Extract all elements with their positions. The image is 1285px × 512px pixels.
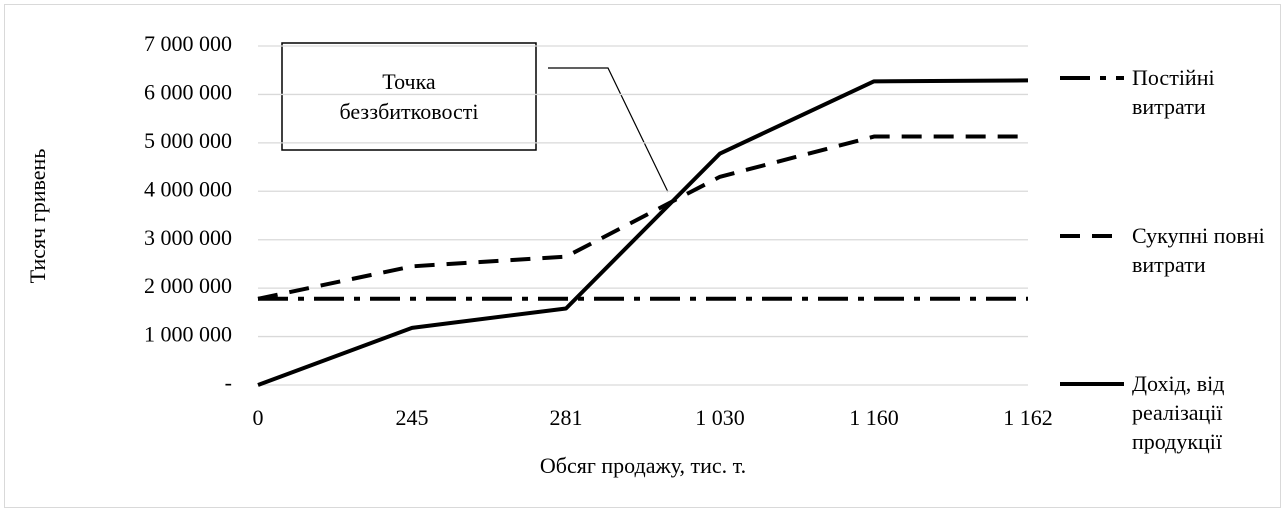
legend-label: Постійні витрати	[1132, 65, 1215, 119]
annotation-leader	[548, 67, 669, 193]
y-tick-label: 2 000 000	[144, 273, 232, 298]
annotation-box	[281, 42, 537, 151]
chart-border	[4, 4, 1281, 508]
y-tick-label: -	[225, 370, 232, 395]
legend-label: Сукупні повні витрати	[1132, 223, 1265, 277]
x-axis-label: Обсяг продажу, тис. т.	[540, 453, 746, 478]
x-tick-label: 1 162	[1003, 405, 1053, 430]
x-tick-label: 0	[253, 405, 264, 430]
x-tick-label: 245	[396, 405, 429, 430]
y-tick-label: 6 000 000	[144, 79, 232, 104]
x-tick-label: 281	[550, 405, 583, 430]
x-tick-label: 1 030	[695, 405, 745, 430]
y-tick-label: 4 000 000	[144, 176, 232, 201]
y-tick-label: 5 000 000	[144, 128, 232, 153]
legend-label: Дохід, від реалізації продукції	[1132, 371, 1225, 454]
annotation: Точка беззбитковості	[339, 68, 479, 124]
y-tick-label: 1 000 000	[144, 322, 232, 347]
y-tick-label: 7 000 000	[144, 31, 232, 56]
series-line	[257, 78, 1029, 387]
y-tick-label: 3 000 000	[144, 225, 232, 250]
x-tick-label: 1 160	[849, 405, 899, 430]
y-axis-label: Тисяч гривень	[25, 149, 50, 284]
series-line	[257, 134, 1028, 301]
